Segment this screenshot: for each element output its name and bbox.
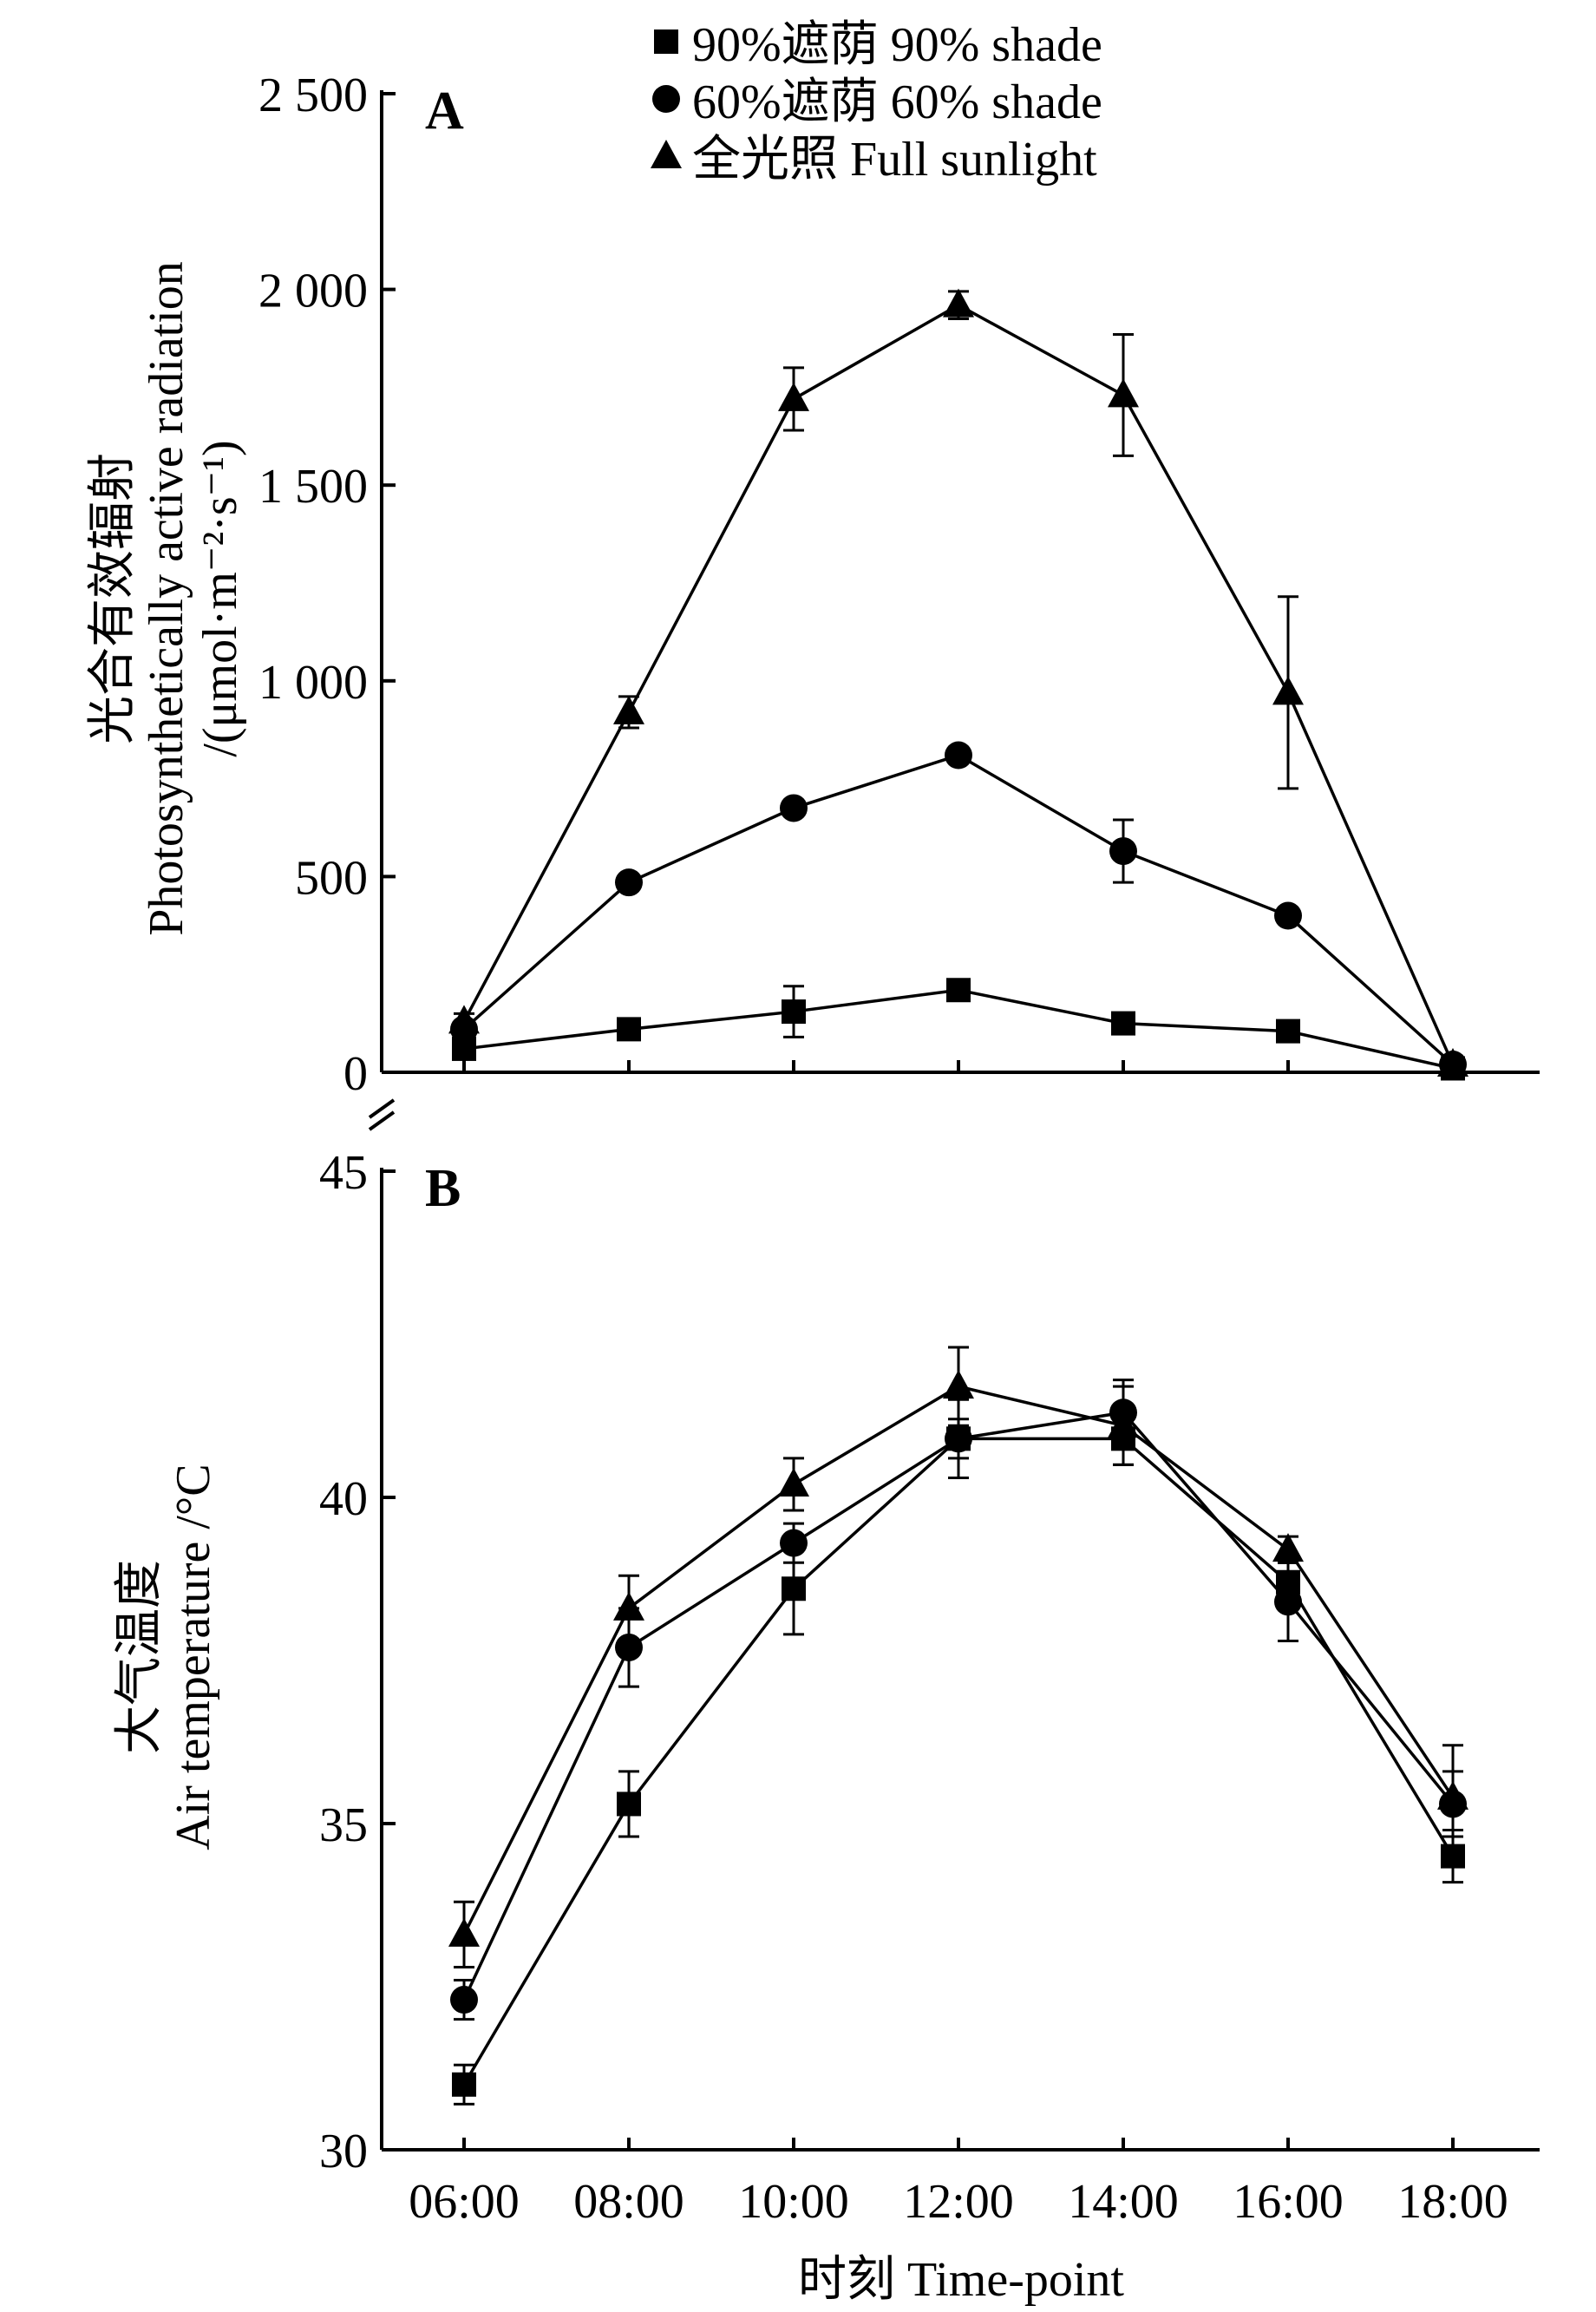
data-point-triangle — [1437, 1780, 1468, 1810]
data-point-triangle — [943, 288, 974, 318]
data-point-square — [946, 978, 971, 1003]
series-line — [462, 1411, 1455, 2001]
data-point-triangle — [613, 695, 644, 724]
y-axis-b-tick-label: 40 — [319, 1472, 368, 1526]
x-axis-title: 时刻 Time-point — [798, 2253, 1124, 2307]
x-tick-label: 06:00 — [409, 2175, 520, 2229]
x-tick-label: 08:00 — [573, 2175, 684, 2229]
y-axis-b-tick-label: 35 — [319, 1798, 368, 1852]
x-tick-label: 18:00 — [1397, 2175, 1508, 2229]
data-point-square — [617, 1791, 641, 1817]
series-line — [462, 1437, 1455, 2086]
y-axis-b-tick-label: 30 — [319, 2125, 368, 2178]
data-point-square — [617, 1017, 641, 1042]
x-tick-label: 14:00 — [1068, 2175, 1179, 2229]
data-point-circle — [780, 1529, 808, 1557]
panel-a-chart: 0 500 1 000 1 500 2 000 2 500 A 光合有效辐射 Photosynt… — [86, 69, 1540, 1131]
series-line — [462, 753, 1455, 1066]
series-square — [452, 1411, 1465, 2106]
y-axis-a-title-line-2: Photosynthetically active radiation — [140, 261, 193, 936]
data-point-square — [782, 1576, 806, 1601]
y-axis-a-tick-label: 0 — [343, 1047, 368, 1101]
x-tick-label: 12:00 — [903, 2175, 1014, 2229]
data-point-square — [452, 2072, 476, 2097]
data-point-circle — [1274, 1588, 1302, 1616]
data-point-square — [1111, 1011, 1135, 1036]
data-point-triangle — [1108, 1409, 1139, 1438]
series-line — [462, 303, 1455, 1065]
data-point-circle — [780, 794, 808, 822]
data-point-triangle — [778, 382, 809, 411]
series-circle — [450, 1379, 1467, 2021]
series-square — [452, 978, 1465, 1081]
data-point-circle — [1109, 837, 1137, 866]
series-triangle — [448, 1346, 1468, 1968]
data-point-circle — [945, 741, 972, 770]
x-tick-label: 10:00 — [738, 2175, 849, 2229]
y-axis-a-title-line-3: /(μmol·m⁻²·s⁻¹) — [193, 440, 247, 756]
y-axis-a-title-line-1: 光合有效辐射 — [86, 453, 140, 744]
series-circle — [450, 741, 1467, 1078]
data-point-circle — [1274, 901, 1302, 930]
data-point-circle — [615, 868, 643, 897]
axis-break-mark — [368, 1110, 396, 1131]
data-point-triangle — [613, 1591, 644, 1621]
y-axis-a-tick-label: 2 000 — [258, 265, 368, 318]
legend-label-square: 90%遮荫 90% shade — [692, 18, 1102, 72]
data-point-square — [782, 999, 806, 1025]
data-point-triangle — [448, 1005, 480, 1034]
data-point-square — [1276, 1018, 1300, 1044]
y-axis-a-tick-label: 500 — [295, 851, 368, 905]
series-triangle — [448, 288, 1468, 1077]
data-point-triangle — [1272, 676, 1304, 705]
data-point-circle — [945, 1425, 972, 1453]
data-point-triangle — [448, 1917, 480, 1947]
x-axis: 06:00 08:00 10:00 12:00 14:00 16:00 18:00 时刻 Ti… — [382, 2138, 1540, 2307]
data-point-triangle — [778, 1467, 809, 1497]
legend-label-circle: 60%遮荫 60% shade — [692, 75, 1102, 129]
legend-label-triangle: 全光照 Full sunlight — [692, 133, 1097, 187]
panel-letter-b: B — [425, 1159, 461, 1218]
y-axis-b-tick-label: 45 — [319, 1146, 368, 1200]
y-axis-b-title-line-1: 大气温度 — [113, 1560, 167, 1754]
legend-marker-circle — [652, 85, 680, 113]
legend-marker-square — [654, 29, 678, 54]
y-axis-a-tick-label: 1 500 — [258, 460, 368, 514]
y-axis-b-title-line-2: Air temperature /°C — [167, 1464, 220, 1850]
y-axis-a-tick-label: 2 500 — [258, 69, 368, 122]
data-point-triangle — [1272, 1533, 1304, 1562]
panel-b-chart: 30 35 40 45 B 大气温度 Air temperature /°C — [113, 1146, 1468, 2178]
panel-letter-a: A — [425, 82, 464, 141]
axis-break-mark — [368, 1098, 396, 1119]
x-tick-label: 16:00 — [1233, 2175, 1344, 2229]
data-point-circle — [450, 1986, 478, 2014]
axis-break — [368, 1098, 396, 1131]
data-point-triangle — [943, 1370, 974, 1399]
y-axis-a-tick-label: 1 000 — [258, 656, 368, 710]
legend-marker-triangle — [651, 140, 682, 168]
data-point-triangle — [1108, 378, 1139, 408]
